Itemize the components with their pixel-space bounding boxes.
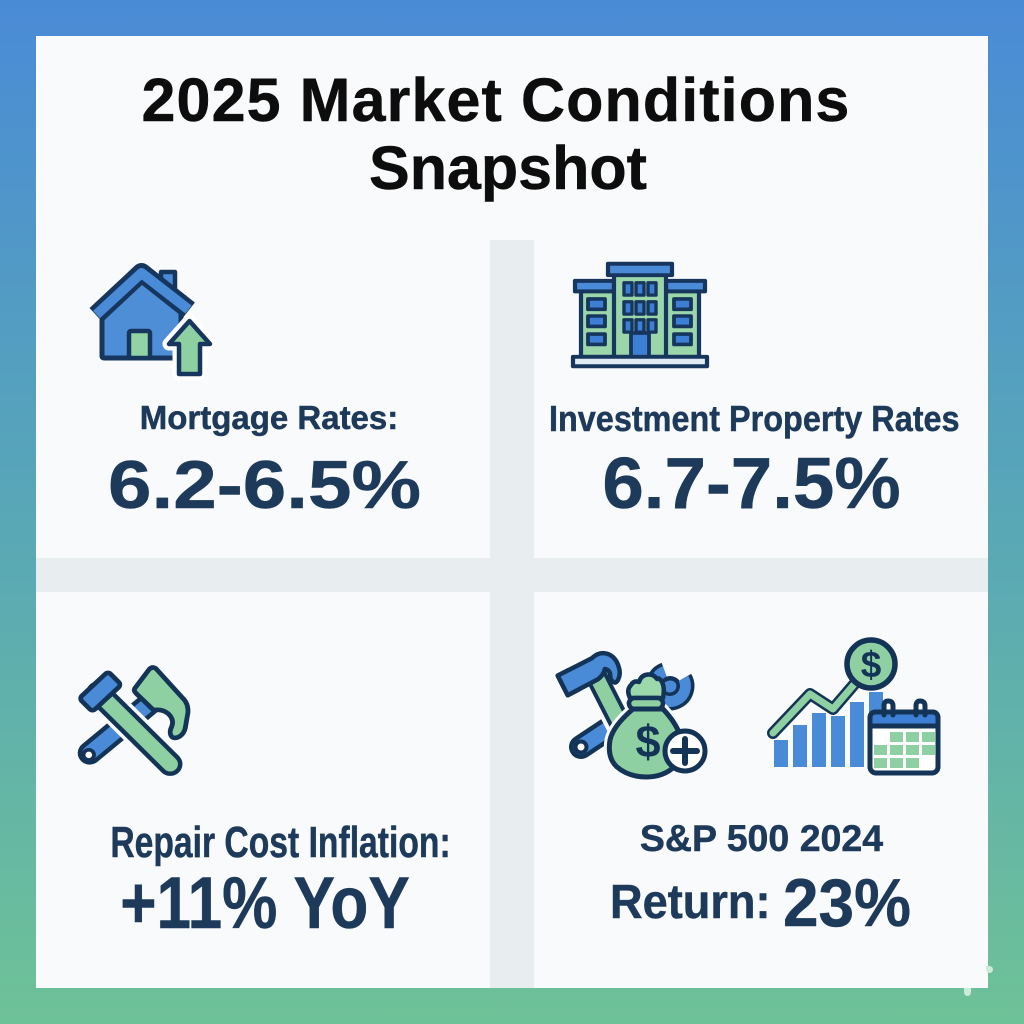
svg-text:$: $ — [861, 644, 882, 685]
svg-text:$: $ — [635, 716, 660, 767]
